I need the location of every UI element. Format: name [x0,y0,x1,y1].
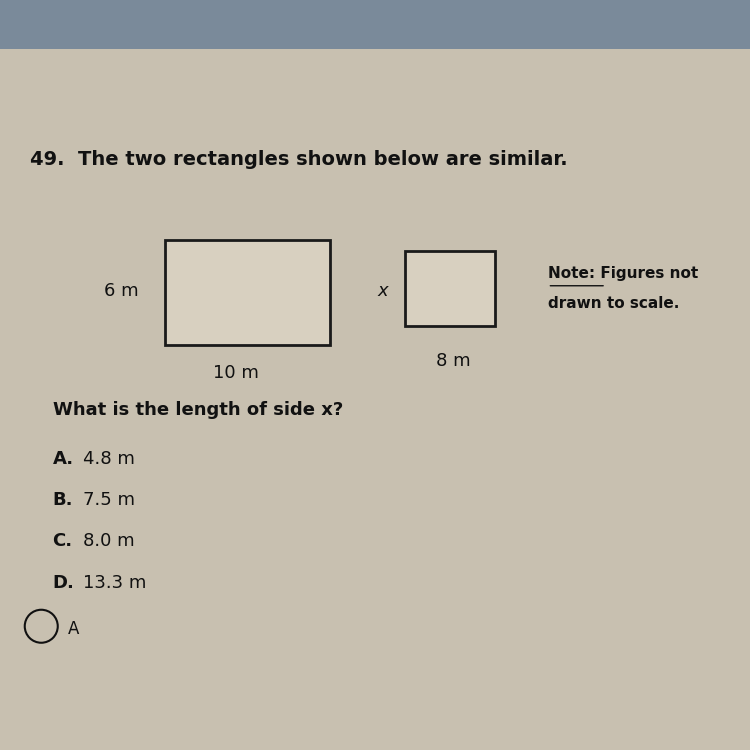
Text: Note: Figures not: Note: Figures not [548,266,698,281]
Text: 49.  The two rectangles shown below are similar.: 49. The two rectangles shown below are s… [30,150,568,169]
Text: A.: A. [53,450,74,468]
Text: x: x [377,282,388,300]
Bar [165,240,330,345]
Text: 4.8 m: 4.8 m [82,450,134,468]
Text: 8 m: 8 m [436,352,471,370]
Text: 13.3 m: 13.3 m [82,574,146,592]
Text: 10 m: 10 m [213,364,260,382]
Text: 7.5 m: 7.5 m [82,491,134,509]
Text: A: A [68,620,79,638]
Text: drawn to scale.: drawn to scale. [548,296,679,311]
Text: What is the length of side x?: What is the length of side x? [53,401,343,419]
Text: 8.0 m: 8.0 m [82,532,134,550]
Text: C.: C. [53,532,73,550]
Bar [0,0,750,49]
Bar [405,251,495,326]
Text: 6 m: 6 m [104,282,139,300]
Text: D.: D. [53,574,74,592]
Text: B.: B. [53,491,73,509]
